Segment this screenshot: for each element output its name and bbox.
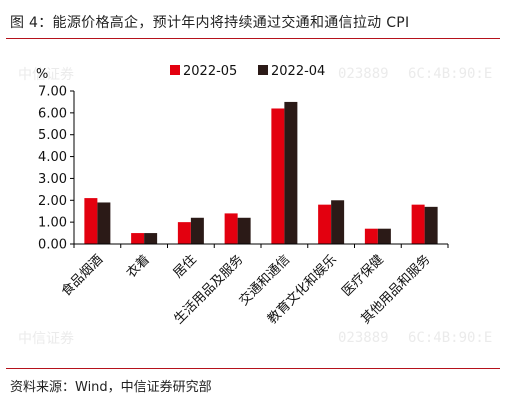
legend-label: 2022-05 — [183, 64, 237, 79]
watermark-mac-lower: 6C:4B:90:E — [408, 330, 493, 346]
watermark-code: 023889 — [338, 66, 389, 82]
watermark-brand: 中信证券 — [18, 67, 74, 83]
legend: 2022-05 2022-04 — [170, 64, 325, 79]
bar-2022-04-交通和通信 — [284, 101, 298, 244]
figure-title: 图 4：能源价格高企，预计年内将持续通过交通和通信拉动 CPI — [10, 15, 410, 31]
legend-swatch-2022-04 — [258, 65, 268, 75]
watermark-code-lower: 023889 — [338, 330, 389, 346]
bar-2022-05-生活用品及服务 — [224, 213, 238, 244]
bar-2022-04-其他用品和服务 — [424, 206, 438, 244]
bar-2022-05-衣着 — [131, 233, 145, 244]
bar-2022-05-医疗保健 — [364, 228, 378, 244]
y-tick-label: 1.00 — [38, 216, 67, 231]
bar-2022-04-教育文化和娱乐 — [331, 200, 345, 244]
bar-2022-04-食品烟酒 — [97, 202, 111, 244]
bar-2022-04-衣着 — [144, 233, 158, 244]
bar-2022-04-医疗保健 — [377, 228, 391, 244]
y-tick-label: 0.00 — [38, 238, 67, 253]
x-category-label: 食品烟酒 — [58, 252, 106, 300]
bar-2022-05-其他用品和服务 — [411, 204, 425, 244]
legend-swatch-2022-05 — [170, 65, 180, 75]
y-axis-unit: % — [36, 67, 48, 82]
title-rule — [6, 38, 500, 39]
legend-label: 2022-04 — [271, 64, 325, 79]
source-rule — [6, 368, 500, 369]
y-axis: 0.00 1.00 2.00 3.00 4.00 5.00 6.00 7.00 — [38, 85, 75, 253]
cpi-bar-chart: % 2022-05 2022-04 0.00 1.00 2.00 3.00 4.00 5.0… — [36, 64, 449, 327]
x-category-label: 居住 — [171, 252, 200, 281]
y-tick-label: 3.00 — [38, 172, 67, 187]
y-tick-label: 2.00 — [38, 194, 67, 209]
bars — [84, 101, 438, 244]
y-tick-label: 7.00 — [38, 85, 67, 100]
y-tick-label: 6.00 — [38, 106, 67, 121]
bar-2022-04-生活用品及服务 — [237, 217, 251, 244]
bar-2022-05-交通和通信 — [271, 108, 285, 244]
y-tick-label: 5.00 — [38, 128, 67, 143]
watermark-brand-lower: 中信证券 — [18, 331, 74, 347]
x-category-label: 医疗保健 — [339, 252, 386, 299]
bar-2022-05-食品烟酒 — [84, 198, 98, 244]
source-note: 资料来源：Wind，中信证券研究部 — [10, 380, 212, 395]
bar-2022-05-教育文化和娱乐 — [318, 204, 332, 244]
bar-2022-05-居住 — [177, 222, 191, 244]
y-tick-label: 4.00 — [38, 150, 67, 165]
bar-2022-04-居住 — [190, 217, 204, 244]
x-category-label: 衣着 — [123, 252, 153, 282]
watermark-mac: 6C:4B:90:E — [408, 66, 493, 82]
